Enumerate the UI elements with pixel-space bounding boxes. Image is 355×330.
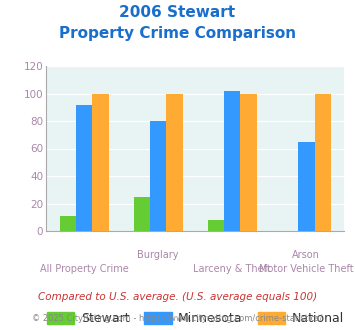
Legend: Stewart, Minnesota, National: Stewart, Minnesota, National xyxy=(42,307,349,330)
Text: Compared to U.S. average. (U.S. average equals 100): Compared to U.S. average. (U.S. average … xyxy=(38,292,317,302)
Bar xyxy=(92,93,109,231)
Text: Larceny & Theft: Larceny & Theft xyxy=(193,264,271,274)
Bar xyxy=(208,220,224,231)
Bar xyxy=(315,93,331,231)
Bar xyxy=(298,142,315,231)
Bar xyxy=(76,105,92,231)
Text: © 2025 CityRating.com - https://www.cityrating.com/crime-statistics/: © 2025 CityRating.com - https://www.city… xyxy=(32,314,323,323)
Bar xyxy=(150,121,166,231)
Bar xyxy=(60,216,76,231)
Text: Arson: Arson xyxy=(293,250,320,260)
Bar xyxy=(134,197,150,231)
Text: All Property Crime: All Property Crime xyxy=(40,264,129,274)
Text: Property Crime Comparison: Property Crime Comparison xyxy=(59,26,296,41)
Text: Burglary: Burglary xyxy=(137,250,179,260)
Bar xyxy=(240,93,257,231)
Bar xyxy=(224,91,240,231)
Text: Motor Vehicle Theft: Motor Vehicle Theft xyxy=(259,264,354,274)
Bar xyxy=(166,93,183,231)
Text: 2006 Stewart: 2006 Stewart xyxy=(119,5,236,20)
